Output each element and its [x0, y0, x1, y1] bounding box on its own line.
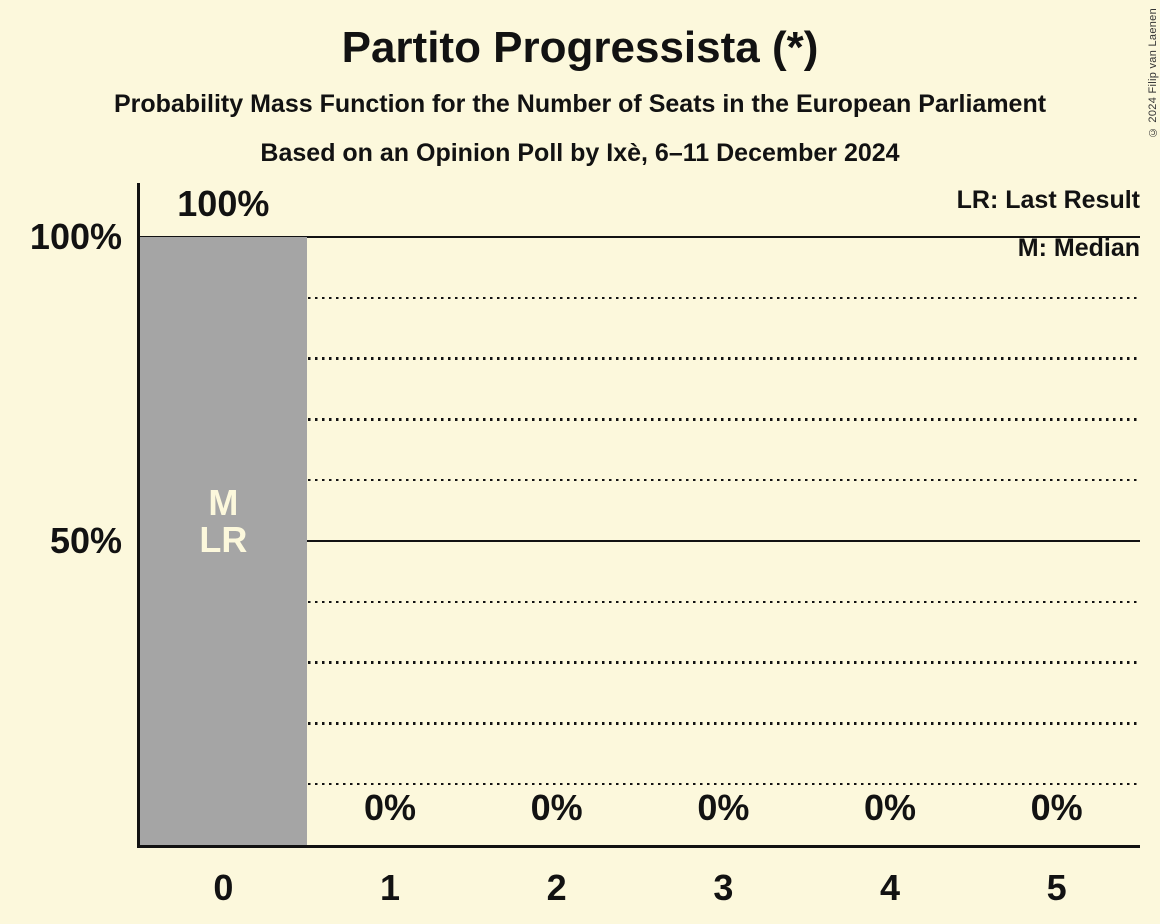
legend-last-result: LR: Last Result	[956, 186, 1140, 214]
gridline-solid-50pct	[140, 539, 1140, 543]
bar-value-label-0: 100%	[177, 183, 270, 224]
gridline-dotted-10pct	[140, 782, 1140, 786]
gridline-solid-100pct	[140, 235, 1140, 239]
poll-source-subtitle: Based on an Opinion Poll by Ixè, 6–11 De…	[260, 139, 900, 167]
x-axis-tick-label-4: 4	[879, 867, 900, 908]
gridline-dotted-80pct	[140, 357, 1140, 360]
copyright-notice: © 2024 Filip van Laenen	[1147, 8, 1159, 139]
x-axis-tick-label-0: 0	[213, 867, 234, 908]
bar-value-label-3: 0%	[697, 787, 750, 828]
plot-area: 100% 0% 0% 0% 0% 0% M LR	[137, 183, 1140, 848]
y-axis-tick-label-100pct: 100%	[29, 216, 122, 257]
gridline-dotted-70pct	[140, 418, 1140, 421]
legend-median: M: Median	[1017, 234, 1140, 262]
gridline-dotted-60pct	[140, 478, 1140, 482]
bar-value-label-2: 0%	[530, 787, 583, 828]
chart-subtitle: Probability Mass Function for the Number…	[113, 90, 1047, 118]
bar-value-label-1: 0%	[363, 787, 416, 828]
bar-value-label-5: 0%	[1030, 787, 1083, 828]
y-axis-tick-label-50pct: 50%	[49, 520, 122, 561]
x-axis-tick-label-2: 2	[546, 867, 567, 908]
gridline-dotted-30pct	[140, 661, 1140, 664]
bar-annotation-median-last-result: M LR	[199, 482, 248, 560]
gridline-dotted-90pct	[140, 296, 1140, 300]
chart-title: Partito Progressista (*)	[341, 23, 819, 72]
bar-seats-0	[140, 237, 307, 845]
gridline-dotted-20pct	[140, 722, 1140, 725]
x-axis-tick-label-3: 3	[713, 867, 734, 908]
bar-value-label-4: 0%	[863, 787, 916, 828]
x-axis-tick-label-1: 1	[379, 867, 400, 908]
gridline-dotted-40pct	[140, 600, 1140, 604]
x-axis-tick-label-5: 5	[1046, 867, 1067, 908]
